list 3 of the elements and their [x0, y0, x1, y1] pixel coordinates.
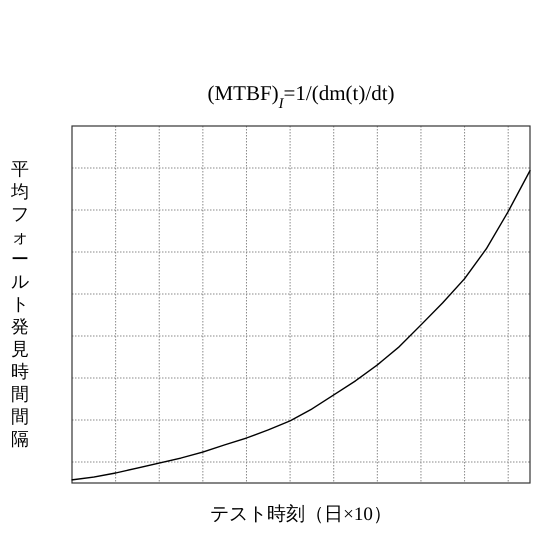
text: 平均フォールト発見時間間隔: [11, 159, 29, 449]
x-axis-title: テスト時刻（日×10）: [210, 503, 392, 525]
chart-title: (MTBF)$_{I}$=1/(dm(t)/dt): [207, 81, 395, 112]
